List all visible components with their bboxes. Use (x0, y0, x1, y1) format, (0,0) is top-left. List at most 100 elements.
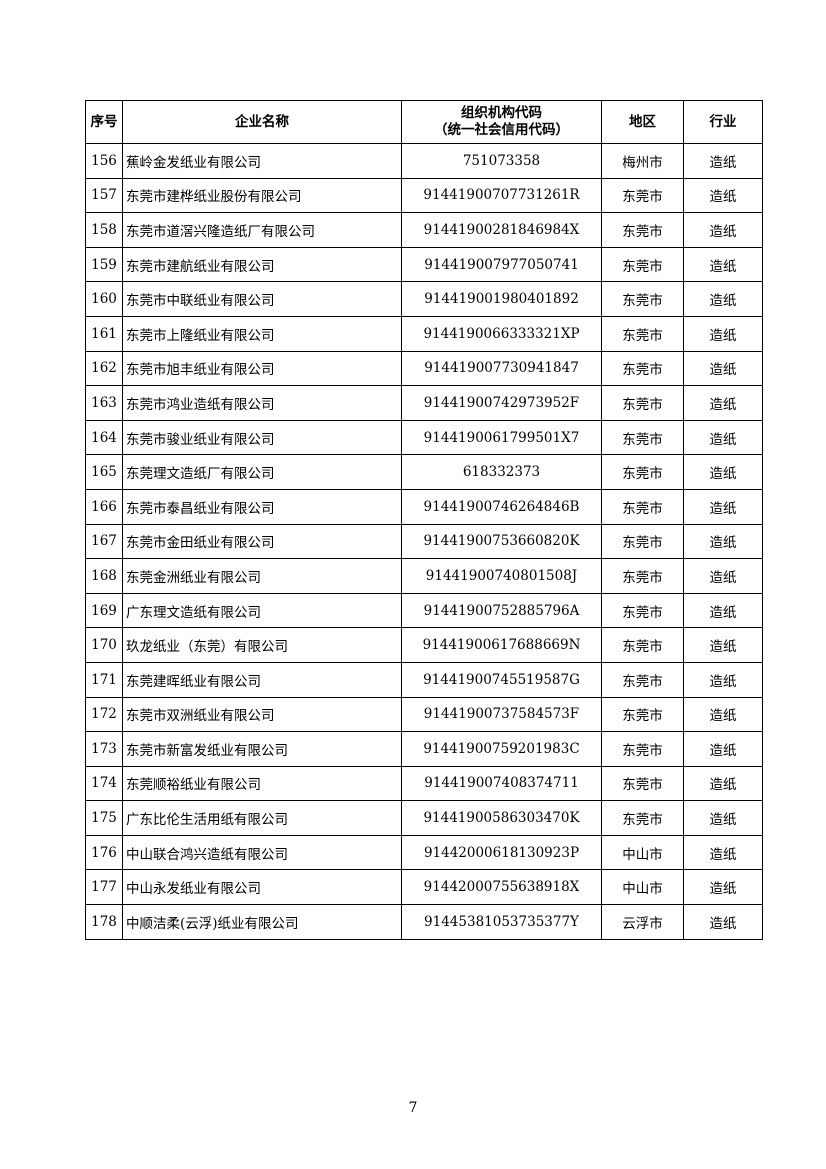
table-row: 172 东莞市双洲纸业有限公司 91441900737584573F 东莞市 造纸 (85, 696, 763, 733)
table-row: 177 中山永发纸业有限公司 91442000755638918X 中山市 造纸 (85, 869, 763, 906)
industry: 造纸 (683, 143, 763, 179)
company-name: 东莞市鸿业造纸有限公司 (122, 385, 402, 421)
region: 东莞市 (601, 627, 684, 663)
header-code-line2: （统一社会信用代码） (434, 122, 569, 138)
region: 东莞市 (601, 212, 684, 248)
table-row: 175 广东比伦生活用纸有限公司 91441900586303470K 东莞市 造纸 (85, 800, 763, 836)
company-name: 东莞市双洲纸业有限公司 (122, 696, 402, 733)
org-code: 751073358 (401, 143, 602, 179)
org-code: 91441900707731261R (401, 177, 602, 214)
region: 东莞市 (601, 454, 684, 490)
row-no: 162 (85, 350, 123, 387)
org-code: 91441900753660820K (401, 523, 602, 560)
region: 东莞市 (601, 281, 684, 317)
row-no: 168 (85, 558, 123, 594)
org-code: 91441900746264846B (401, 488, 602, 525)
company-name: 中顺洁柔(云浮)纸业有限公司 (122, 904, 402, 940)
company-name: 中山永发纸业有限公司 (122, 869, 402, 906)
company-name: 东莞市旭丰纸业有限公司 (122, 350, 402, 387)
table-row: 162 东莞市旭丰纸业有限公司 914419007730941847 东莞市 造纸 (85, 350, 763, 387)
industry: 造纸 (683, 281, 763, 317)
row-no: 163 (85, 385, 123, 421)
company-name: 广东理文造纸有限公司 (122, 592, 402, 629)
industry: 造纸 (683, 350, 763, 387)
org-code: 91442000755638918X (401, 869, 602, 906)
industry: 造纸 (683, 385, 763, 421)
table-row: 156 蕉岭金发纸业有限公司 751073358 梅州市 造纸 (85, 143, 763, 179)
table-row: 167 东莞市金田纸业有限公司 91441900753660820K 东莞市 造纸 (85, 523, 763, 560)
table-row: 173 东莞市新富发纸业有限公司 91441900759201983C 东莞市 造纸 (85, 731, 763, 767)
row-no: 156 (85, 143, 123, 179)
org-code: 914419001980401892 (401, 281, 602, 317)
industry: 造纸 (683, 315, 763, 352)
org-code: 91441900617688669N (401, 627, 602, 663)
org-code: 914419007730941847 (401, 350, 602, 387)
row-no: 174 (85, 765, 123, 802)
table-row: 168 东莞金洲纸业有限公司 91441900740801508J 东莞市 造纸 (85, 558, 763, 594)
table-row: 161 东莞市上隆纸业有限公司 9144190066333321XP 东莞市 造纸 (85, 315, 763, 352)
industry: 造纸 (683, 212, 763, 248)
industry: 造纸 (683, 904, 763, 940)
org-code: 91441900586303470K (401, 800, 602, 836)
company-name: 东莞市建航纸业有限公司 (122, 246, 402, 283)
org-code: 91441900742973952F (401, 385, 602, 421)
company-name: 东莞市金田纸业有限公司 (122, 523, 402, 560)
region: 东莞市 (601, 419, 684, 456)
industry: 造纸 (683, 523, 763, 560)
industry: 造纸 (683, 834, 763, 871)
region: 中山市 (601, 869, 684, 906)
org-code: 91441900737584573F (401, 696, 602, 733)
org-code: 9144190066333321XP (401, 315, 602, 352)
org-code: 9144190061799501X7 (401, 419, 602, 456)
row-no: 159 (85, 246, 123, 283)
row-no: 177 (85, 869, 123, 906)
company-name: 东莞市骏业纸业有限公司 (122, 419, 402, 456)
region: 东莞市 (601, 350, 684, 387)
table-row: 164 东莞市骏业纸业有限公司 9144190061799501X7 东莞市 造纸 (85, 419, 763, 456)
table-row: 157 东莞市建桦纸业股份有限公司 91441900707731261R 东莞市 造纸 (85, 177, 763, 214)
header-name: 企业名称 (122, 100, 402, 144)
org-code: 91441900752885796A (401, 592, 602, 629)
region: 东莞市 (601, 385, 684, 421)
header-industry: 行业 (683, 100, 763, 144)
header-code-line1: 组织机构代码 (461, 105, 542, 121)
industry: 造纸 (683, 731, 763, 767)
row-no: 167 (85, 523, 123, 560)
company-name: 东莞市道滘兴隆造纸厂有限公司 (122, 212, 402, 248)
industry: 造纸 (683, 869, 763, 906)
row-no: 173 (85, 731, 123, 767)
industry: 造纸 (683, 800, 763, 836)
table-row: 166 东莞市泰昌纸业有限公司 91441900746264846B 东莞市 造纸 (85, 488, 763, 525)
industry: 造纸 (683, 627, 763, 663)
table-row: 171 东莞建晖纸业有限公司 91441900745519587G 东莞市 造纸 (85, 661, 763, 698)
company-name: 东莞市中联纸业有限公司 (122, 281, 402, 317)
region: 东莞市 (601, 558, 684, 594)
table-row: 163 东莞市鸿业造纸有限公司 91441900742973952F 东莞市 造纸 (85, 385, 763, 421)
org-code: 618332373 (401, 454, 602, 490)
region: 东莞市 (601, 246, 684, 283)
org-code: 91442000618130923P (401, 834, 602, 871)
org-code: 91441900745519587G (401, 661, 602, 698)
row-no: 161 (85, 315, 123, 352)
industry: 造纸 (683, 661, 763, 698)
company-name: 广东比伦生活用纸有限公司 (122, 800, 402, 836)
row-no: 178 (85, 904, 123, 940)
region: 东莞市 (601, 488, 684, 525)
row-no: 171 (85, 661, 123, 698)
row-no: 158 (85, 212, 123, 248)
region: 云浮市 (601, 904, 684, 940)
table-row: 170 玖龙纸业（东莞）有限公司 91441900617688669N 东莞市 造纸 (85, 627, 763, 663)
header-code: 组织机构代码 （统一社会信用代码） (401, 100, 602, 144)
industry: 造纸 (683, 419, 763, 456)
region: 东莞市 (601, 731, 684, 767)
row-no: 160 (85, 281, 123, 317)
header-region: 地区 (601, 100, 684, 144)
org-code: 91441900740801508J (401, 558, 602, 594)
table-row: 169 广东理文造纸有限公司 91441900752885796A 东莞市 造纸 (85, 592, 763, 629)
table-row: 159 东莞市建航纸业有限公司 914419007977050741 东莞市 造纸 (85, 246, 763, 283)
company-name: 东莞理文造纸厂有限公司 (122, 454, 402, 490)
industry: 造纸 (683, 558, 763, 594)
row-no: 175 (85, 800, 123, 836)
industry: 造纸 (683, 246, 763, 283)
region: 东莞市 (601, 765, 684, 802)
